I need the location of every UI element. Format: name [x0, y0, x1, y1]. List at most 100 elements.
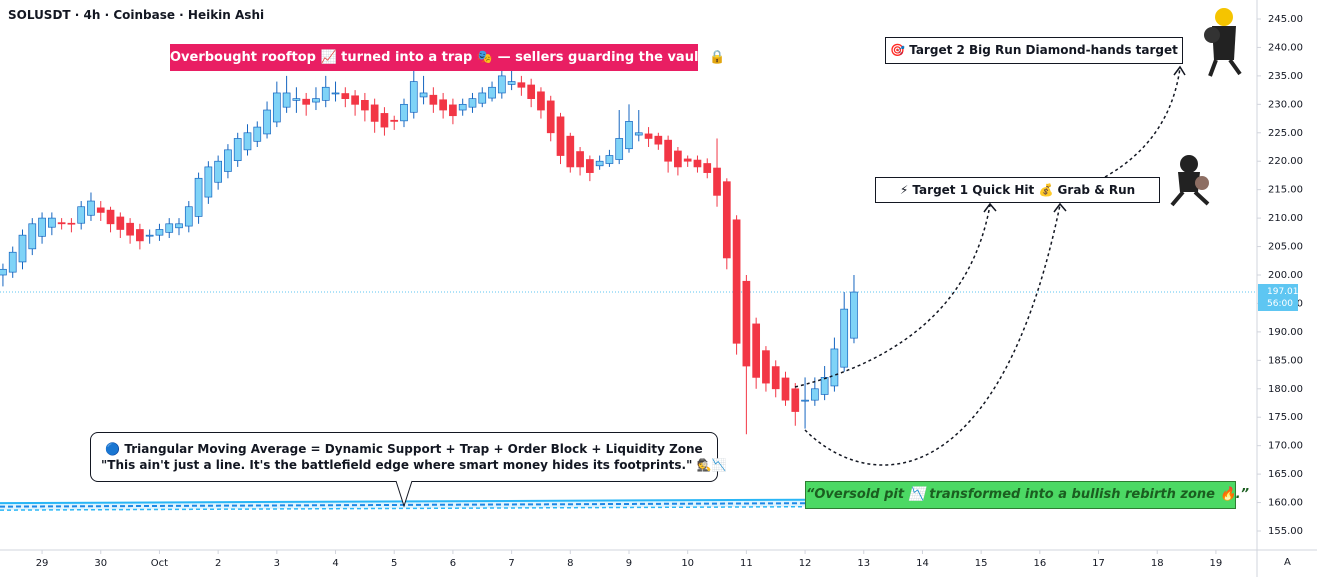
- x-tick-label: 16: [1033, 558, 1046, 569]
- y-tick-label: 200.00: [1268, 270, 1303, 281]
- x-tick-label: 17: [1092, 558, 1105, 569]
- candle-body: [224, 149, 232, 172]
- candle-body: [683, 158, 692, 162]
- last-price: 197.01: [1267, 287, 1299, 297]
- candle-body: [145, 234, 154, 237]
- candle-body: [155, 229, 164, 236]
- top-banner: Overbought rooftop 📈 turned into a trap …: [170, 44, 725, 71]
- arrow-target-2: [1104, 67, 1181, 178]
- candle-body: [126, 222, 134, 236]
- y-tick-label: 190.00: [1268, 327, 1303, 338]
- candle-body: [840, 308, 849, 368]
- candle-body: [390, 119, 399, 122]
- arrows: [794, 67, 1181, 466]
- candle-body: [762, 350, 770, 384]
- countdown: 56:00: [1267, 299, 1293, 309]
- candle-body: [439, 99, 447, 111]
- candle-body: [654, 135, 663, 145]
- candle-body: [595, 160, 604, 167]
- candle-body: [18, 234, 27, 263]
- x-tick-label: 13: [857, 558, 870, 569]
- candle-body: [341, 93, 350, 99]
- candle-body: [517, 82, 526, 88]
- candle-body: [664, 139, 672, 162]
- candle-body: [0, 268, 7, 276]
- target-1-label: ⚡ Target 1 Quick Hit 💰 Grab & Run: [875, 177, 1160, 203]
- candle-body: [566, 135, 575, 168]
- x-tick-label: Oct: [151, 558, 168, 569]
- candle-body: [615, 138, 624, 160]
- x-tick-label: 18: [1151, 558, 1164, 569]
- candle-body: [674, 150, 682, 168]
- candle-body: [184, 206, 193, 227]
- y-tick-label: 230.00: [1268, 99, 1303, 110]
- callout-line: 🔵 Triangular Moving Average = Dynamic Su…: [105, 442, 703, 456]
- x-tick-label: 6: [450, 558, 456, 569]
- candle-body: [429, 94, 438, 105]
- scale-mode-button[interactable]: A: [1284, 557, 1291, 568]
- candle-body: [850, 291, 858, 339]
- candle-body: [820, 377, 829, 395]
- candle-body: [497, 75, 506, 94]
- y-tick-label: 205.00: [1268, 242, 1303, 253]
- x-tick-label: 3: [274, 558, 280, 569]
- x-tick-label: 9: [626, 558, 632, 569]
- y-tick-label: 215.00: [1268, 185, 1303, 196]
- candle-body: [282, 92, 291, 108]
- y-tick-label: 175.00: [1268, 412, 1303, 423]
- candle-body: [67, 222, 76, 225]
- last-price-label: 197.01 56:00: [1258, 284, 1299, 311]
- candle-body: [458, 103, 467, 111]
- x-tick-label: 19: [1210, 558, 1223, 569]
- candle-body: [830, 348, 839, 387]
- candle-body: [204, 166, 213, 198]
- candle-body: [576, 151, 584, 168]
- x-tick-label: 5: [391, 558, 397, 569]
- candle-body: [351, 95, 359, 105]
- candle-body: [478, 92, 487, 104]
- y-tick-label: 245.00: [1268, 14, 1303, 25]
- x-tick-label: 12: [799, 558, 812, 569]
- y-tick-label: 180.00: [1268, 384, 1303, 395]
- arrow-target-1: [794, 204, 991, 388]
- target-2-label: 🎯 Target 2 Big Run Diamond-hands target: [885, 37, 1183, 64]
- x-tick-label: 30: [94, 558, 107, 569]
- candle-body: [361, 100, 369, 111]
- candle-body: [781, 377, 790, 401]
- candle-body: [38, 217, 46, 237]
- candle-body: [605, 155, 614, 164]
- y-tick-label: 170.00: [1268, 441, 1303, 452]
- y-tick-label: 165.00: [1268, 469, 1303, 480]
- y-tick-label: 240.00: [1268, 42, 1303, 53]
- x-tick-label: 14: [916, 558, 929, 569]
- candle-body: [400, 103, 408, 122]
- x-tick-label: 11: [740, 558, 753, 569]
- thief-icon: [1170, 8, 1242, 207]
- candle-body: [752, 323, 761, 378]
- candle-body: [47, 217, 56, 228]
- y-tick-label: 220.00: [1268, 156, 1303, 167]
- candle-body: [791, 388, 800, 412]
- candle-body: [214, 160, 222, 183]
- candle-body: [28, 223, 37, 250]
- candle-body: [116, 216, 125, 230]
- candle-body: [8, 251, 17, 273]
- candle-body: [106, 209, 115, 225]
- candle-body: [527, 84, 536, 99]
- candle-body: [87, 200, 95, 216]
- candle-body: [409, 81, 418, 113]
- candle-body: [634, 132, 643, 136]
- candle-body: [771, 366, 780, 390]
- y-tick-label: 225.00: [1268, 128, 1303, 139]
- candle-body: [292, 98, 301, 101]
- candle-body: [507, 81, 516, 85]
- moving-average-lower: [0, 505, 806, 511]
- candle-body: [556, 116, 565, 156]
- candle-body: [546, 100, 555, 134]
- plot: [0, 67, 1257, 511]
- y-tick-label: 155.00: [1268, 526, 1303, 537]
- candle-body: [302, 98, 311, 105]
- candle-body: [419, 92, 428, 98]
